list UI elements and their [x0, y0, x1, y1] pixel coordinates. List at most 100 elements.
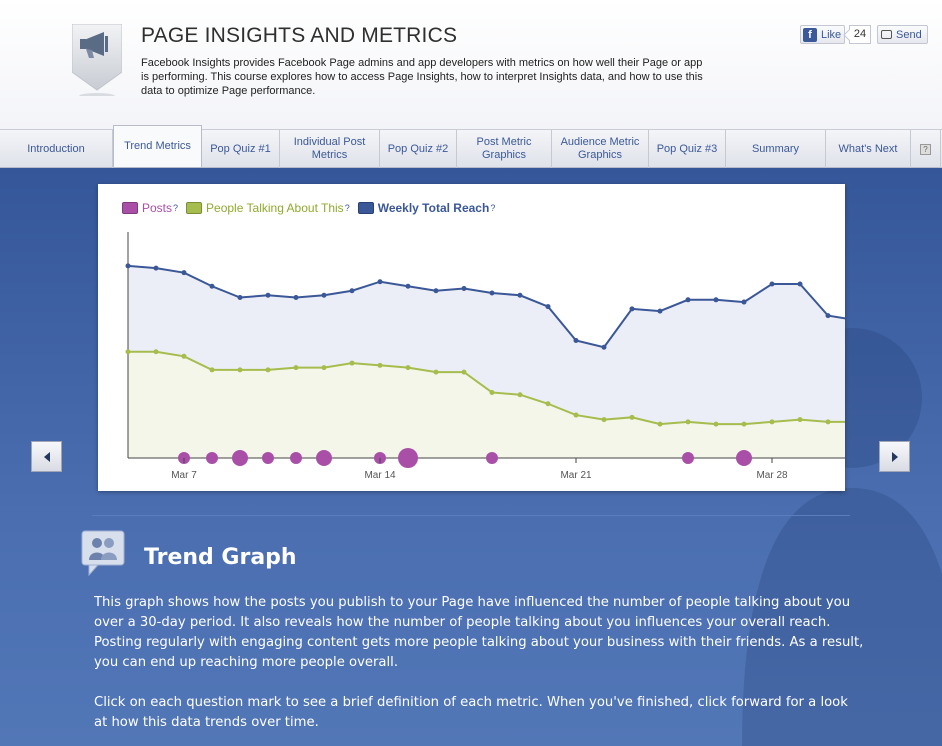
talking-point [209, 367, 215, 373]
send-button[interactable]: Send [877, 25, 928, 44]
talking-point [349, 360, 355, 366]
reach-point [601, 344, 607, 350]
talking-point [125, 349, 131, 355]
tab-pop-quiz-2[interactable]: Pop Quiz #2 [380, 130, 457, 168]
tab-post-metric-graphics[interactable]: Post Metric Graphics [457, 130, 552, 168]
legend-label-posts: Posts [142, 201, 173, 215]
talking-point [601, 417, 607, 423]
section-title: Trend Graph [144, 545, 297, 570]
talking-point [153, 349, 159, 355]
post-marker [736, 450, 752, 466]
reach-point [125, 263, 131, 269]
reach-point [797, 281, 803, 287]
reach-point [321, 292, 327, 298]
lesson-content: Mar 7 Mar 14 Mar 21 Mar 28 Posts ? People T… [0, 168, 942, 746]
reach-point [377, 279, 383, 285]
trend-chart: Mar 7 Mar 14 Mar 21 Mar 28 Posts ? People T… [98, 184, 845, 491]
reach-point [349, 288, 355, 294]
people-speech-icon [81, 530, 125, 577]
talking-point [321, 365, 327, 371]
tab-summary[interactable]: Summary [726, 130, 826, 168]
reach-point [433, 288, 439, 294]
talking-point [545, 401, 551, 407]
talking-point [405, 365, 411, 371]
reach-point [685, 297, 691, 303]
talking-point [657, 421, 663, 427]
question-mark-posts[interactable]: ? [173, 203, 179, 213]
reach-point [517, 292, 523, 298]
like-count: 24 [849, 25, 871, 44]
x-tick-label: Mar 21 [560, 470, 592, 481]
reach-point [293, 295, 299, 301]
body-paragraph-2: Click on each question mark to see a bri… [94, 695, 848, 730]
post-marker [682, 452, 694, 464]
reach-point [181, 270, 187, 276]
tab-trend-metrics[interactable]: Trend Metrics [113, 125, 202, 167]
tab-introduction[interactable]: Introduction [0, 130, 113, 168]
talking-point [517, 392, 523, 398]
legend-swatch-reach [357, 202, 374, 214]
post-marker [316, 450, 332, 466]
tab-audience-metric-graphics[interactable]: Audience Metric Graphics [552, 130, 649, 168]
reach-point [153, 265, 159, 271]
x-tick-label: Mar 14 [364, 470, 396, 481]
body-paragraph-1: This graph shows how the posts you publi… [94, 595, 864, 670]
next-button[interactable] [879, 441, 910, 472]
reach-point [461, 286, 467, 291]
talking-point [237, 367, 243, 373]
x-tick-label: Mar 28 [756, 470, 788, 481]
post-marker [290, 452, 302, 464]
reach-point [545, 304, 551, 310]
talking-point [629, 414, 635, 420]
reach-point [209, 283, 215, 289]
tab-pop-quiz-1[interactable]: Pop Quiz #1 [202, 130, 280, 168]
post-marker [486, 452, 498, 464]
talking-point [713, 421, 719, 427]
talking-point [181, 353, 187, 359]
reach-point [265, 292, 271, 298]
reach-point [573, 337, 579, 343]
chart-legend: Posts ? People Talking About This ? Week… [122, 201, 503, 215]
reach-point [741, 299, 747, 305]
tab-individual-post-metrics[interactable]: Individual Post Metrics [280, 130, 380, 168]
facebook-logo-icon: f [803, 27, 817, 42]
question-mark-talking[interactable]: ? [344, 203, 350, 213]
previous-button[interactable] [31, 441, 62, 472]
talking-point [685, 419, 691, 425]
legend-talking: People Talking About This ? [186, 201, 350, 215]
help-button[interactable]: ? [911, 130, 941, 168]
reach-point [825, 313, 831, 319]
talking-point [293, 365, 299, 371]
talking-area [128, 351, 845, 458]
tab-pop-quiz-3[interactable]: Pop Quiz #3 [649, 130, 726, 168]
reach-point [629, 306, 635, 312]
post-marker [262, 452, 274, 464]
talking-point [797, 417, 803, 423]
talking-point [377, 362, 383, 368]
reach-point [769, 281, 775, 287]
send-label: Send [896, 28, 922, 41]
reach-point [405, 283, 411, 289]
talking-point [769, 419, 775, 425]
legend-posts: Posts ? [122, 201, 178, 215]
divider [92, 515, 850, 516]
talking-point [461, 369, 467, 375]
talking-point [489, 389, 495, 395]
like-button[interactable]: f Like [800, 25, 845, 44]
reach-point [237, 295, 243, 301]
post-marker [206, 452, 218, 464]
question-mark-reach[interactable]: ? [490, 203, 496, 213]
reach-point [657, 308, 663, 314]
tab-whats-next[interactable]: What's Next [826, 130, 911, 168]
talking-point [265, 367, 271, 373]
legend-label-reach: Weekly Total Reach [377, 201, 490, 215]
arrow-right-icon [891, 451, 898, 462]
megaphone-icon [71, 23, 123, 99]
talking-point [573, 412, 579, 418]
x-tick-label: Mar 7 [171, 470, 197, 481]
course-description: Facebook Insights provides Facebook Page… [141, 57, 703, 97]
talking-point [433, 369, 439, 375]
tab-bar: Introduction Trend Metrics Pop Quiz #1 I… [0, 125, 942, 168]
reach-point [489, 290, 495, 296]
post-marker [398, 448, 418, 468]
